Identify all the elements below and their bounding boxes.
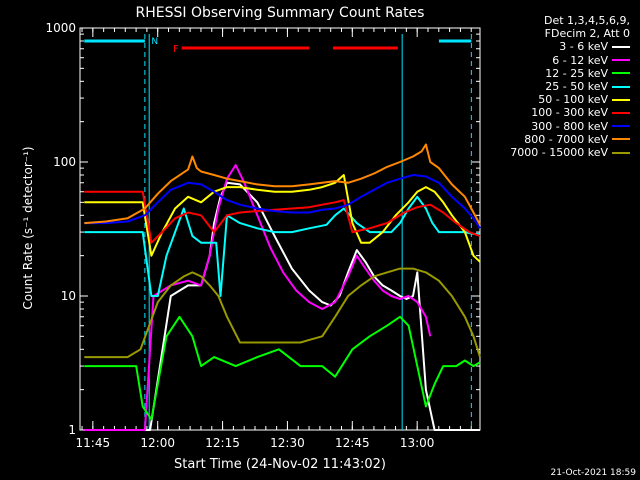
legend-item: 3 - 6 keV bbox=[450, 40, 630, 53]
legend-label: 800 - 7000 keV bbox=[524, 132, 608, 146]
legend-label: 300 - 800 keV bbox=[531, 119, 608, 133]
legend-swatch bbox=[612, 125, 630, 128]
legend-item: 100 - 300 keV bbox=[450, 106, 630, 119]
series-line-7 bbox=[84, 174, 481, 229]
legend-swatch bbox=[612, 151, 630, 154]
legend-item: 800 - 7000 keV bbox=[450, 133, 630, 146]
timestamp: 21-Oct-2021 18:59 bbox=[550, 468, 636, 478]
series-line-9 bbox=[84, 267, 481, 359]
legend-item: 300 - 800 keV bbox=[450, 120, 630, 133]
legend-swatch bbox=[612, 138, 630, 141]
y-tick-label: 1000 bbox=[45, 21, 76, 35]
legend-label: 7000 - 15000 keV bbox=[510, 145, 608, 159]
legend-swatch bbox=[612, 85, 630, 88]
series-line-5 bbox=[84, 174, 481, 263]
x-tick-label: 13:00 bbox=[400, 436, 435, 450]
legend-label: 3 - 6 keV bbox=[559, 40, 608, 54]
y-tick-label: 100 bbox=[53, 155, 76, 169]
legend-label: 100 - 300 keV bbox=[531, 106, 608, 120]
series-line-6 bbox=[84, 190, 481, 244]
series-line-4 bbox=[84, 195, 480, 297]
chart-title: RHESSI Observing Summary Count Rates bbox=[136, 5, 425, 21]
legend-swatch bbox=[612, 46, 630, 48]
y-tick-label: 10 bbox=[61, 289, 76, 303]
legend-label: 25 - 50 keV bbox=[545, 79, 608, 93]
series-line-8 bbox=[84, 143, 481, 226]
legend-item: 6 - 12 keV bbox=[450, 54, 630, 67]
x-tick-label: 11:45 bbox=[76, 436, 111, 450]
night-flag-label: N bbox=[151, 37, 158, 47]
y-axis-label: Count Rate (s⁻¹ detector⁻¹) bbox=[21, 146, 35, 309]
legend-label: 50 - 100 keV bbox=[538, 93, 608, 107]
legend-item: 25 - 50 keV bbox=[450, 80, 630, 93]
legend: Det 1,3,4,5,6,9, FDecim 2, Att 0 3 - 6 k… bbox=[450, 14, 630, 159]
flare-flag-label: F bbox=[173, 44, 179, 55]
legend-item: 50 - 100 keV bbox=[450, 93, 630, 106]
legend-swatch bbox=[612, 72, 630, 75]
legend-item: 7000 - 15000 keV bbox=[450, 146, 630, 159]
legend-label: 12 - 25 keV bbox=[545, 66, 608, 80]
legend-decimation: FDecim 2, Att 0 bbox=[544, 27, 630, 41]
x-tick-label: 12:30 bbox=[270, 436, 305, 450]
x-tick-label: 12:45 bbox=[335, 436, 370, 450]
legend-detectors: Det 1,3,4,5,6,9, bbox=[543, 14, 630, 27]
plot-frame bbox=[79, 27, 481, 431]
x-tick-label: 12:00 bbox=[140, 436, 175, 450]
legend-label: 6 - 12 keV bbox=[552, 53, 608, 67]
legend-swatch bbox=[612, 111, 630, 114]
x-tick-label: 12:15 bbox=[205, 436, 240, 450]
legend-swatch bbox=[612, 59, 630, 62]
legend-item: 12 - 25 keV bbox=[450, 67, 630, 80]
series-line-2 bbox=[84, 164, 432, 431]
y-tick-label: 1 bbox=[68, 423, 76, 437]
legend-swatch bbox=[612, 98, 630, 101]
series-line-3 bbox=[84, 315, 481, 421]
x-axis-label: Start Time (24-Nov-02 11:43:02) bbox=[174, 457, 386, 472]
